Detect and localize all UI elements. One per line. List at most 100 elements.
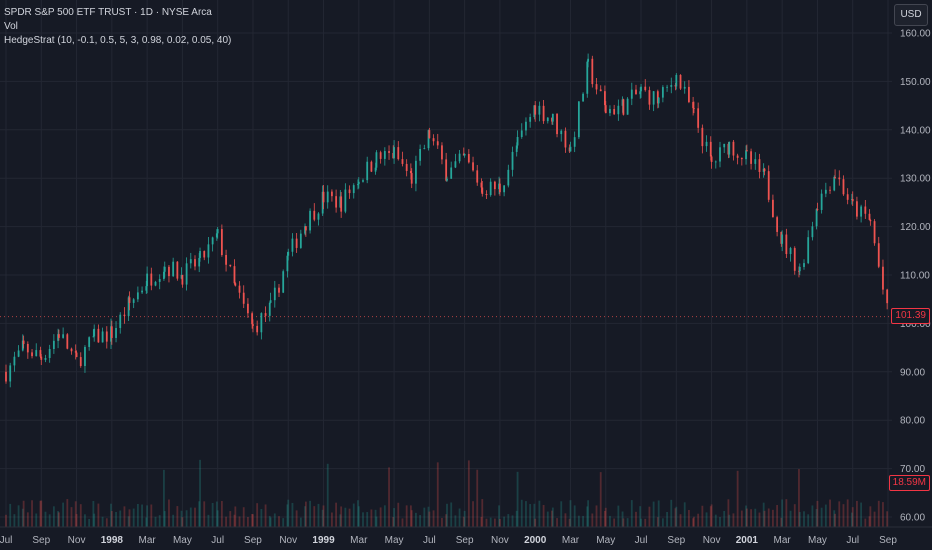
- volume-bar: [321, 509, 324, 527]
- volume-bar: [842, 504, 845, 527]
- volume-bar: [533, 503, 536, 527]
- candle-body: [268, 302, 271, 316]
- volume-bar: [335, 502, 338, 527]
- time-tick-label: Mar: [562, 535, 580, 546]
- candle-body: [551, 113, 554, 122]
- candle-body: [291, 238, 294, 252]
- volume-bar: [621, 511, 624, 527]
- candle-body: [622, 99, 625, 115]
- volume-bar: [278, 516, 280, 527]
- candle-body: [723, 143, 726, 148]
- candle-body: [838, 177, 841, 180]
- volume-bar: [282, 518, 285, 527]
- candle-body: [503, 185, 506, 193]
- candle-body: [683, 86, 686, 89]
- volume-bar: [640, 518, 642, 527]
- volume-bar: [317, 503, 320, 527]
- volume-bar: [441, 517, 443, 527]
- candle-body: [630, 89, 633, 99]
- volume-bar: [714, 514, 717, 527]
- volume-bar: [264, 504, 267, 527]
- volume-bar: [882, 502, 884, 527]
- time-tick-label: Sep: [244, 535, 262, 546]
- volume-bar: [392, 516, 395, 527]
- volume-bar: [820, 507, 823, 527]
- volume-bar: [740, 510, 743, 527]
- time-tick-label: Jul: [635, 535, 648, 546]
- candle-body: [480, 182, 483, 188]
- candle-body: [58, 334, 60, 338]
- candle-body: [79, 357, 82, 367]
- volume-bar: [657, 500, 660, 527]
- candle-body: [595, 84, 598, 90]
- volume-bar: [26, 512, 29, 527]
- candle-body: [119, 314, 122, 329]
- volume-bar: [675, 506, 678, 527]
- candle-body: [732, 141, 735, 156]
- volume-bar: [503, 516, 506, 527]
- candle-body: [507, 169, 510, 186]
- volume-bar: [626, 518, 629, 527]
- volume-bar: [767, 508, 770, 527]
- time-tick-label: Mar: [139, 535, 157, 546]
- volume-bar: [705, 512, 708, 527]
- volume-bar: [141, 504, 143, 527]
- candle-body: [13, 356, 16, 366]
- volume-bar: [304, 501, 307, 527]
- candle-body: [198, 257, 201, 267]
- volume-bar: [450, 502, 453, 527]
- time-tick-label: Jul: [846, 535, 859, 546]
- volume-bar: [409, 505, 412, 527]
- candle-body: [428, 130, 431, 139]
- candle-body: [344, 189, 347, 212]
- candle-body: [877, 243, 880, 267]
- candle-body: [256, 325, 259, 333]
- price-tick-label: 100.00: [900, 319, 931, 330]
- volume-bar: [233, 514, 236, 527]
- candle-body: [635, 89, 637, 95]
- volume-bar: [247, 516, 249, 527]
- volume-bar: [427, 506, 430, 527]
- currency-button[interactable]: USD: [894, 4, 928, 26]
- candle-body: [375, 152, 378, 168]
- candle-body: [639, 91, 642, 95]
- volume-bar: [507, 514, 510, 527]
- candle-body: [405, 163, 408, 171]
- volume-bar: [256, 503, 259, 527]
- candle-body: [252, 324, 254, 326]
- candle-body: [176, 261, 179, 279]
- candle-body: [811, 226, 814, 238]
- candle-body: [146, 273, 149, 287]
- volume-bar: [9, 503, 12, 527]
- candle-body: [348, 189, 351, 194]
- volume-bar: [463, 510, 466, 527]
- volume-bar: [834, 513, 836, 527]
- candle-body: [234, 283, 237, 286]
- candle-body: [397, 147, 400, 160]
- volume-bar: [582, 515, 584, 527]
- volume-bar: [110, 503, 112, 527]
- price-tick-label: 60.00: [900, 513, 925, 524]
- candle-body: [493, 181, 496, 190]
- candle-body: [609, 109, 611, 114]
- volume-bar: [798, 469, 800, 527]
- time-tick-label: Sep: [32, 535, 50, 546]
- candle-body: [511, 151, 514, 170]
- volume-bar: [445, 514, 448, 527]
- candle-body: [656, 91, 659, 104]
- candle-body: [591, 58, 594, 85]
- volume-bar: [48, 514, 51, 527]
- volume-bar: [176, 506, 179, 527]
- volume-bar: [754, 508, 757, 527]
- candle-body: [66, 334, 69, 349]
- volume-bar: [674, 508, 677, 527]
- candle-body: [776, 217, 779, 232]
- candle-body: [269, 300, 272, 303]
- volume-bar: [44, 511, 47, 527]
- volume-bar: [216, 510, 219, 527]
- volume-bar: [70, 507, 73, 527]
- time-tick-label: 2001: [736, 535, 759, 546]
- volume-bar: [163, 469, 165, 527]
- time-axis: Jul Sep Nov 1998 Mar May Jul Sep Nov 1999 Mar May Ju…: [0, 526, 932, 546]
